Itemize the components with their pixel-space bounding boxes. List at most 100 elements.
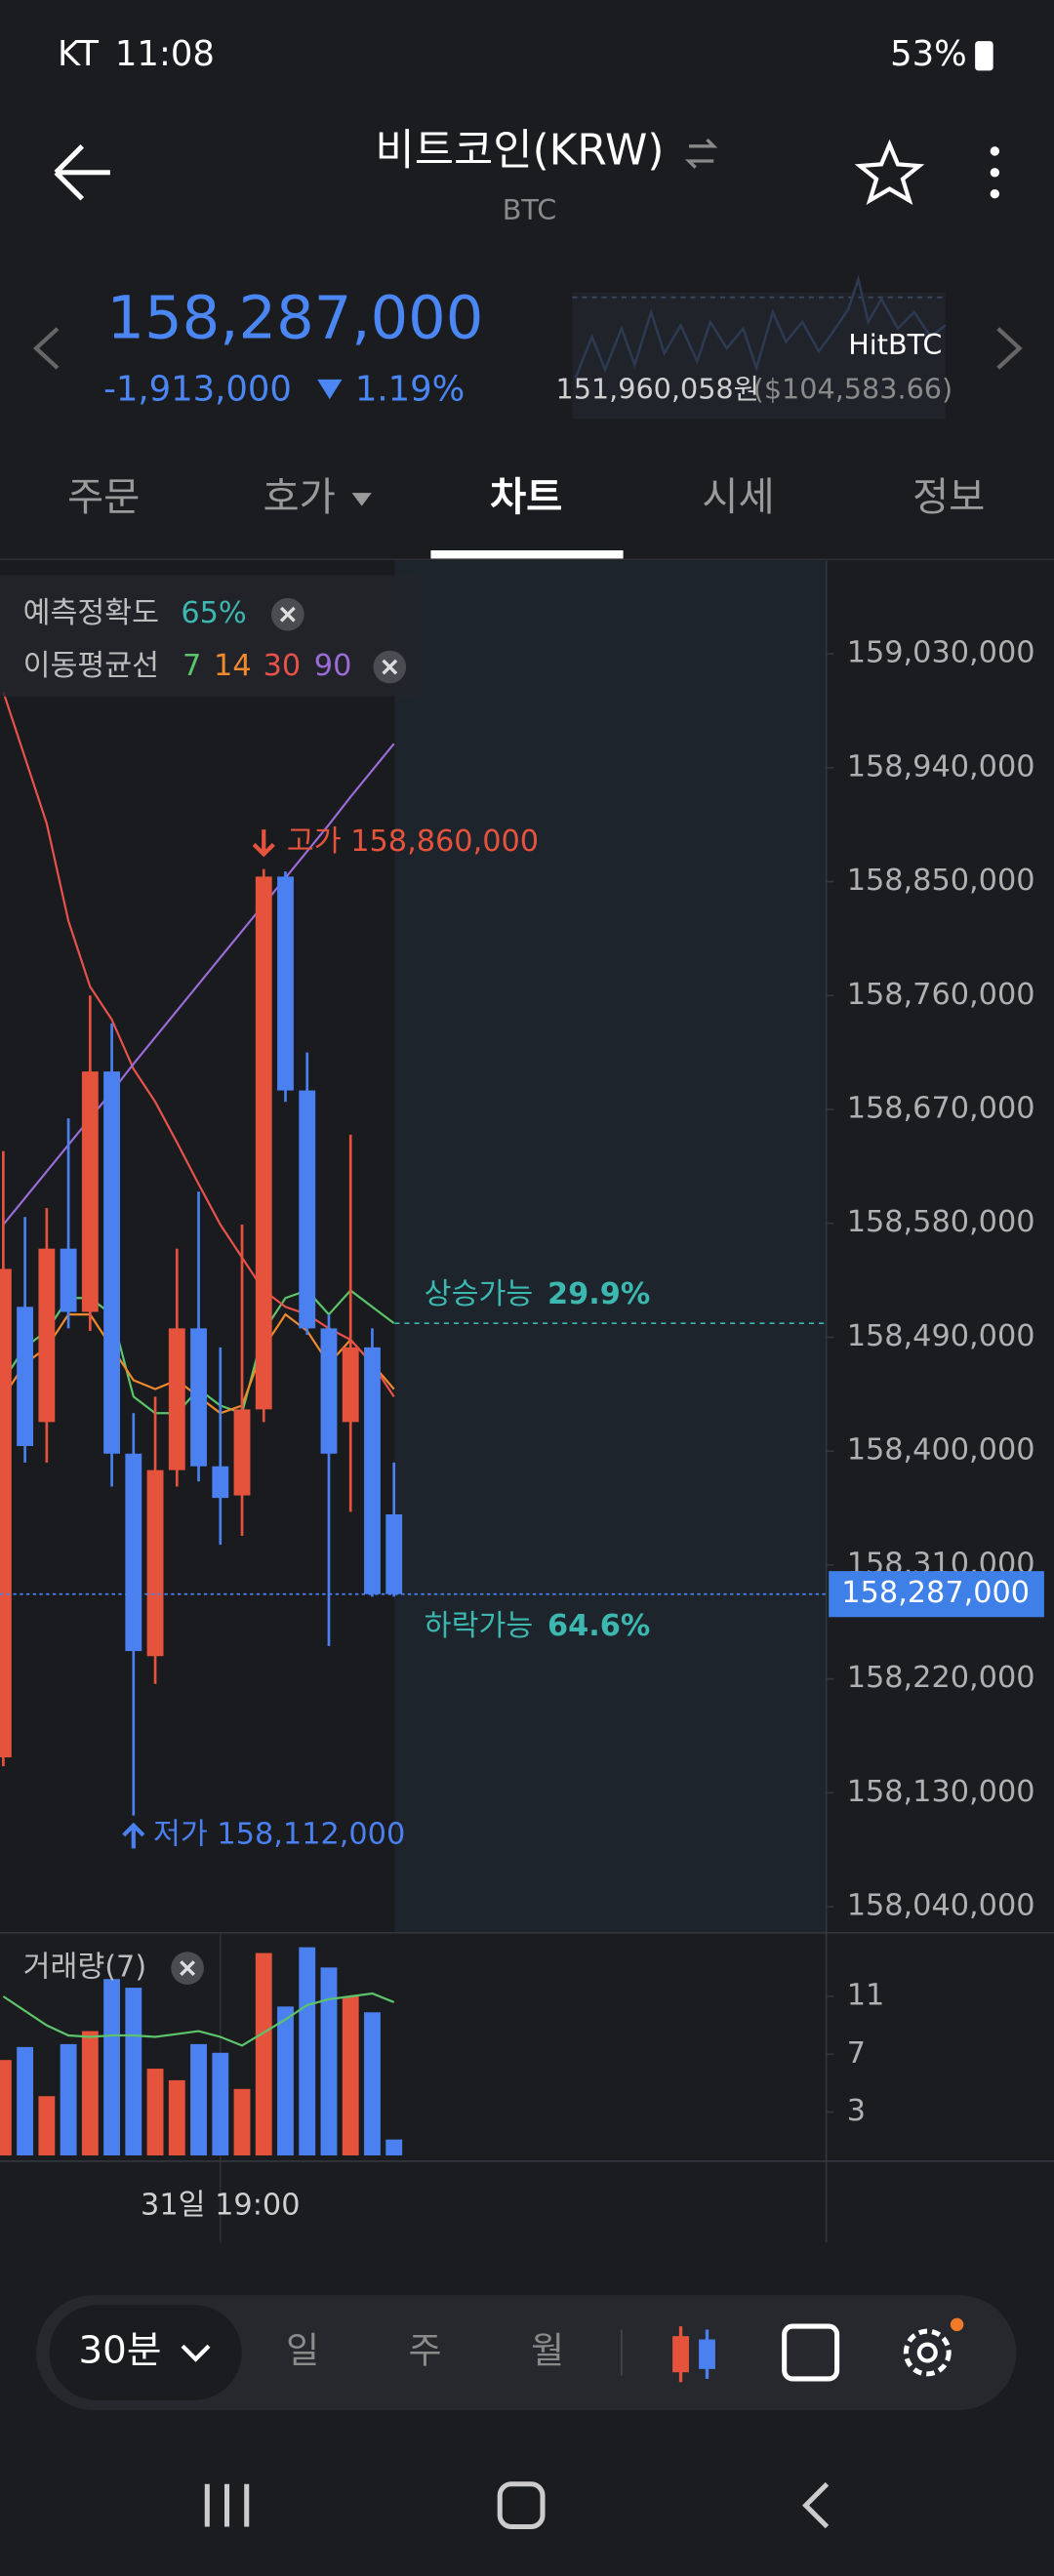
timeframe-selector[interactable] (49, 2305, 242, 2400)
timeframe-chevron[interactable] (181, 2344, 211, 2362)
back-button[interactable] (54, 144, 110, 201)
clock: 11:08 (115, 34, 215, 74)
volume-bar (103, 1979, 120, 2155)
close-volume[interactable] (171, 1952, 204, 1985)
down-probability: 64.6% (547, 1609, 650, 1643)
volume-bar (299, 1947, 316, 2155)
toolbar (36, 2295, 1017, 2410)
volume-bar (81, 2031, 99, 2155)
candle-type-button[interactable] (672, 2326, 715, 2383)
favorite-button[interactable] (854, 139, 925, 205)
volume-ma-line (2, 1992, 395, 2047)
volume-bar (277, 2006, 294, 2155)
volume-title: 거래량(7) (23, 1951, 147, 1985)
ma-legend-item: 30 (264, 649, 302, 683)
volume-bar (342, 1995, 359, 2155)
candle-body (320, 1328, 338, 1454)
current-price: 158,287,000 (107, 285, 484, 353)
candle-body (385, 1514, 403, 1594)
y-tick-label: 158,490,000 (847, 1319, 1035, 1353)
low-arrow (122, 1822, 145, 1849)
chart-plot (0, 691, 403, 2243)
candle-body (17, 1307, 34, 1446)
current-price-tag (829, 1571, 1044, 1618)
ma-label: 이동평균선 (23, 649, 159, 683)
up-label: 상승가능 (425, 1277, 534, 1311)
timeframe-option[interactable]: 월 (531, 2330, 564, 2372)
candle-body (233, 1409, 251, 1496)
candle-body (38, 1248, 56, 1423)
more-button[interactable] (990, 146, 1000, 199)
down-label: 하락가능 (425, 1609, 534, 1643)
volume-bar (385, 2139, 403, 2155)
volume-bar (38, 2096, 56, 2155)
candle-body (168, 1328, 185, 1470)
volume-bar (212, 2052, 229, 2155)
y-tick-label: 158,940,000 (847, 749, 1035, 784)
ma-legend-item: 14 (214, 649, 252, 683)
tab-indicator (430, 550, 624, 559)
y-tick-label: 158,670,000 (847, 1092, 1035, 1126)
candle-body (299, 1090, 316, 1329)
candle-body (190, 1328, 207, 1467)
carrier: KT (58, 34, 99, 74)
volume-bar (255, 1952, 272, 2155)
timeframe-option[interactable]: 주 (408, 2330, 441, 2372)
candle-body (81, 1071, 99, 1312)
price-change-pct: 1.19% (355, 370, 465, 410)
sparkline (574, 274, 947, 379)
settings-button[interactable] (903, 2317, 964, 2377)
ma-legend-item: 90 (314, 649, 352, 683)
tab[interactable]: 차트 (490, 473, 562, 520)
nav-home[interactable] (497, 2481, 546, 2530)
battery-icon (975, 41, 993, 71)
candle-body (342, 1347, 359, 1423)
accuracy-label: 예측정확도 (23, 596, 159, 630)
volume-bar (17, 2046, 34, 2155)
candle-body (277, 876, 294, 1091)
candle-body (255, 876, 272, 1410)
volume-bar (190, 2043, 207, 2155)
reference-usd: ($104,583.66) (753, 373, 953, 406)
nav-recents[interactable] (204, 2483, 250, 2527)
candle-body (212, 1466, 229, 1499)
close-ma[interactable] (373, 650, 407, 684)
y-tick-label: 158,220,000 (847, 1661, 1035, 1695)
accuracy-value: 65% (181, 596, 246, 630)
y-tick-label: 158,040,000 (847, 1889, 1035, 1923)
nav-back[interactable] (802, 2481, 830, 2529)
timeframe-selected[interactable]: 30분 (79, 2329, 162, 2373)
volume-bar (168, 2079, 185, 2155)
candle-body (364, 1347, 381, 1594)
y-tick-label: 158,400,000 (847, 1433, 1035, 1468)
tab[interactable]: 시세 (702, 473, 774, 520)
current-price-label: 158,287,000 (841, 1576, 1030, 1610)
y-tick-label: 159,030,000 (847, 636, 1035, 670)
volume-bar (320, 1967, 338, 2155)
indicator-panel (0, 575, 420, 697)
up-probability: 29.9% (547, 1277, 650, 1311)
tab[interactable]: 정보 (912, 473, 985, 520)
swap-icon[interactable] (684, 138, 718, 169)
reference-price: 151,960,058원 (555, 373, 759, 406)
timeframe-option[interactable]: 일 (286, 2330, 319, 2372)
volume-bar (233, 2088, 251, 2155)
candle-body (60, 1248, 77, 1312)
coin-title[interactable]: 비트코인(KRW) (375, 126, 664, 176)
prev-coin[interactable] (32, 327, 60, 370)
next-coin[interactable] (996, 327, 1023, 370)
y-tick-label: 158,580,000 (847, 1205, 1035, 1239)
close-accuracy[interactable] (271, 597, 304, 631)
tab[interactable]: 주문 (67, 473, 140, 520)
fullscreen-button[interactable] (782, 2323, 840, 2382)
volume-bar (146, 2069, 164, 2155)
candle-body (103, 1071, 120, 1454)
candle-body (146, 1469, 164, 1657)
volume-bar (60, 2043, 77, 2155)
tab[interactable]: 호가 (263, 473, 335, 520)
volume-bar (0, 2060, 12, 2155)
low-label: 저가 158,112,000 (153, 1817, 405, 1851)
dropdown-icon (351, 493, 372, 506)
